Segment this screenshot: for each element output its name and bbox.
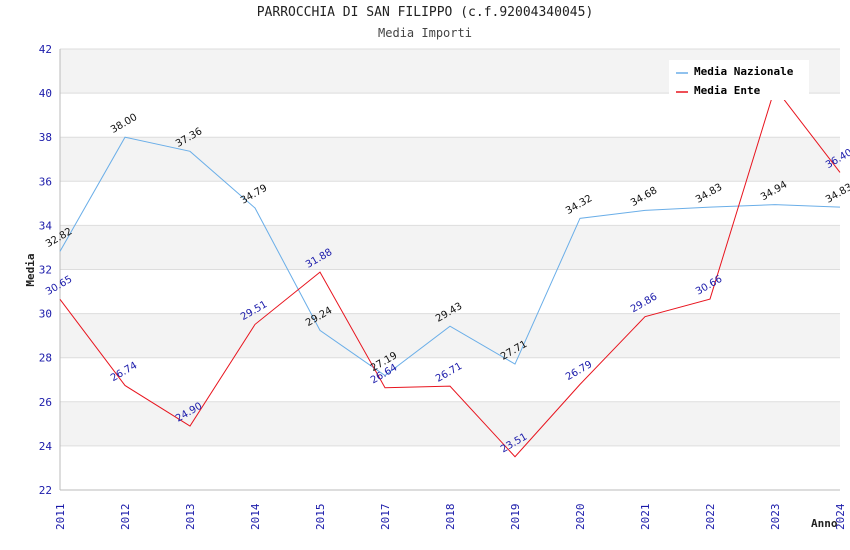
legend-box [669, 60, 809, 100]
y-tick-label: 22 [39, 484, 52, 497]
plot-band [60, 181, 840, 226]
x-tick-label: 2015 [314, 504, 327, 531]
plot-band [60, 93, 840, 138]
x-tick-label: 2014 [249, 503, 262, 530]
plot-band [60, 225, 840, 270]
y-tick-label: 30 [39, 308, 52, 321]
chart-subtitle: Media Importi [378, 26, 472, 40]
plot-band [60, 401, 840, 446]
x-tick-label: 2020 [574, 504, 587, 531]
y-tick-label: 26 [39, 396, 52, 409]
plot-band [60, 313, 840, 358]
y-tick-label: 28 [39, 352, 52, 365]
y-tick-label: 32 [39, 264, 52, 277]
y-tick-labels: 22 24 26 28 30 32 34 36 38 40 42 [39, 43, 53, 497]
x-tick-label: 2024 [834, 503, 847, 530]
legend: Media Nazionale Media Ente [669, 60, 809, 100]
legend-label-media-nazionale: Media Nazionale [694, 65, 794, 78]
x-tick-label: 2019 [509, 504, 522, 531]
x-tick-label: 2017 [379, 504, 392, 531]
y-tick-label: 36 [39, 175, 52, 188]
x-tick-label: 2022 [704, 504, 717, 531]
series-line-media-ente [59, 86, 841, 458]
y-tick-label: 42 [39, 43, 52, 56]
plot-band [60, 137, 840, 182]
chart-title: PARROCCHIA DI SAN FILIPPO (c.f.920043400… [256, 5, 594, 20]
grid-lines [59, 48, 840, 491]
y-tick-label: 24 [39, 440, 53, 453]
x-axis-label: Anno [811, 517, 838, 530]
x-tick-label: 2013 [184, 504, 197, 531]
y-tick-label: 38 [39, 131, 52, 144]
y-tick-label: 34 [39, 219, 53, 232]
x-tick-label: 2011 [54, 504, 67, 531]
x-tick-label: 2023 [769, 504, 782, 531]
series-lines [59, 86, 841, 458]
x-tick-label: 2018 [444, 504, 457, 531]
plot-band [60, 269, 840, 314]
series-line-media-nazionale [59, 136, 841, 377]
y-tick-label: 40 [39, 87, 52, 100]
x-tick-labels: 2011 2012 2013 2014 2015 2017 2018 2019 2020 2021… [54, 503, 847, 530]
x-tick-label: 2021 [639, 504, 652, 531]
plot-band [60, 445, 840, 490]
legend-label-media-ente: Media Ente [694, 84, 761, 97]
y-axis-label: Media [24, 253, 37, 286]
plot-band [60, 357, 840, 402]
plot-bands [60, 49, 840, 490]
x-tick-label: 2012 [119, 504, 132, 531]
